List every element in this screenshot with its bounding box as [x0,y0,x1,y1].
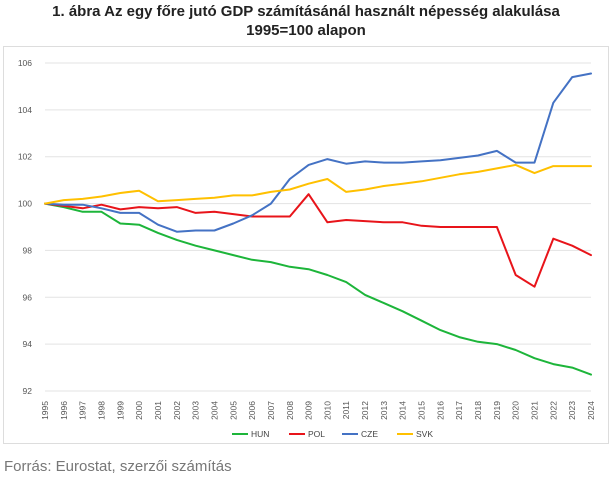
y-tick-label: 106 [18,58,32,68]
y-tick-label: 104 [18,105,32,115]
x-tick-label: 2010 [322,401,332,420]
x-tick-label: 2024 [586,401,596,420]
chart-title-line-1: 1. ábra Az egy főre jutó GDP számításáná… [52,3,560,20]
x-tick-label: 2016 [435,401,445,420]
y-tick-label: 94 [23,339,33,349]
line-chart: 92 94 96 98 100 102 104 106 1995 1996 1997 1998 199… [18,58,596,439]
chart-panel: 92 94 96 98 100 102 104 106 1995 1996 1997 1998 199… [3,46,609,444]
source-note: Forrás: Eurostat, szerzői számítás [4,458,232,475]
x-tick-label: 2008 [285,401,295,420]
x-tick-label: 2001 [153,401,163,420]
x-tick-label: 2012 [360,401,370,420]
x-tick-label: 2013 [379,401,389,420]
x-tick-label: 2015 [417,401,427,420]
x-tick-label: 1998 [96,401,106,420]
x-tick-label: 2002 [172,401,182,420]
x-tick-label: 2020 [511,401,521,420]
chart-title-line-2: 1995=100 alapon [246,22,366,39]
x-tick-label: 1999 [115,401,125,420]
x-tick-label: 1997 [78,401,88,420]
y-tick-label: 102 [18,152,32,162]
x-tick-label: 2009 [304,401,314,420]
x-tick-label: 2021 [530,401,540,420]
series-line-svk [44,163,592,205]
y-tick-label: 92 [23,386,33,396]
legend-label-cze: CZE [361,429,378,439]
series-line-hun [44,202,592,376]
x-tick-label: 2018 [473,401,483,420]
legend-label-hun: HUN [251,429,269,439]
x-tick-label: 1995 [40,401,50,420]
x-tick-label: 1996 [59,401,69,420]
x-tick-label: 2023 [567,401,577,420]
y-tick-label: 98 [23,245,33,255]
legend-label-pol: POL [308,429,325,439]
x-tick-label: 2014 [398,401,408,420]
x-tick-label: 2006 [247,401,257,420]
x-tick-label: 2017 [454,401,464,420]
series-line-pol [44,193,592,288]
x-tick-label: 2019 [492,401,502,420]
x-tick-label: 2007 [266,401,276,420]
x-tick-label: 2000 [134,401,144,420]
x-tick-label: 2004 [209,401,219,420]
y-tick-label: 96 [23,292,33,302]
x-tick-label: 2022 [548,401,558,420]
x-tick-label: 2005 [228,401,238,420]
legend-label-svk: SVK [416,429,433,439]
series-line-cze [44,72,592,233]
chart-title: 1. ábra Az egy főre jutó GDP számításáná… [0,2,612,40]
x-tick-label: 2011 [341,401,351,420]
y-tick-label: 100 [18,199,32,209]
x-tick-label: 2003 [191,401,201,420]
